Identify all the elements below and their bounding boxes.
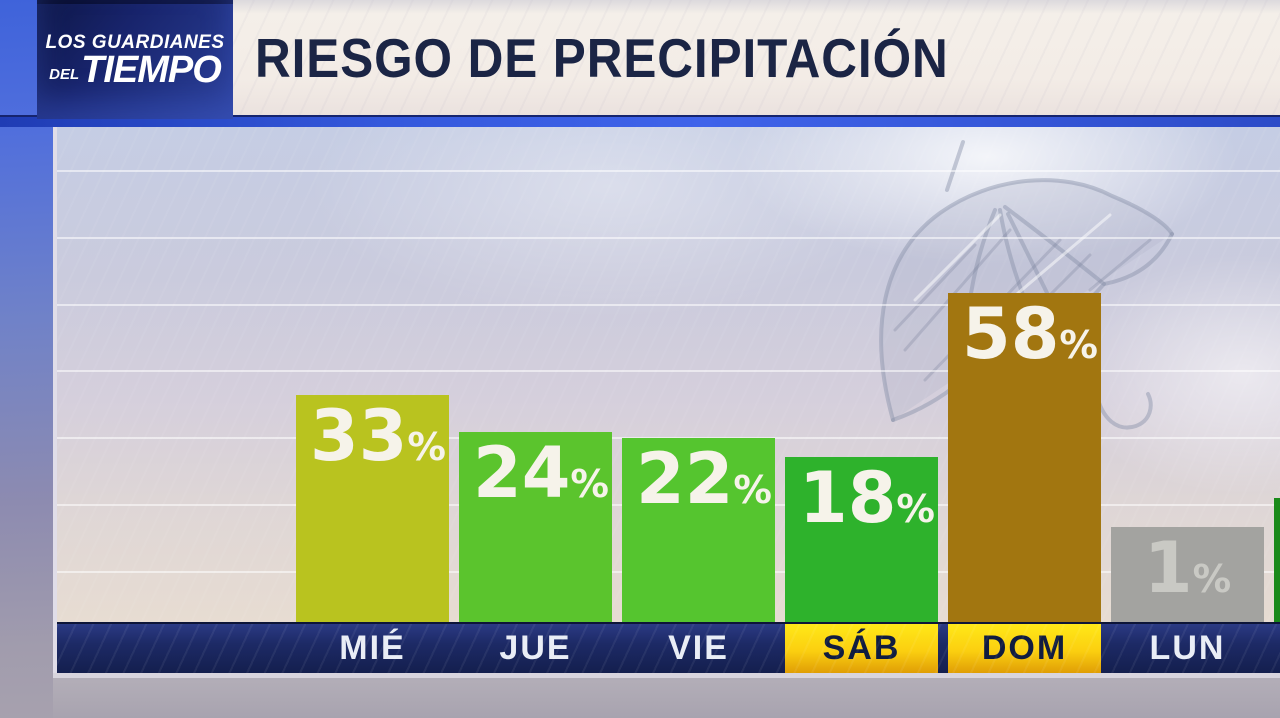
- bar-lun: 1%: [1111, 527, 1264, 622]
- day-axis-strip: MIÉ JUE VIE SÁB DOM LUN: [57, 622, 1280, 673]
- logo: LOS GUARDIANES DEL TIEMPO: [37, 0, 233, 119]
- bar-partial-next-day: [1274, 498, 1280, 622]
- panel-bottom-border: [53, 673, 1280, 678]
- bar-vie: 22%: [622, 438, 775, 622]
- bar-value-vie: 22%: [636, 438, 772, 520]
- day-label-sab: SÁB: [785, 624, 938, 673]
- bar-dom: 58%: [948, 293, 1101, 622]
- header-accent-strip: [0, 115, 1280, 127]
- bar-value-dom: 58%: [962, 293, 1098, 375]
- panel-footer: [53, 678, 1280, 718]
- title-band: RIESGO DE PRECIPITACIÓN: [233, 0, 1280, 115]
- day-label-mie: MIÉ: [339, 629, 406, 667]
- day-label-dom: DOM: [948, 624, 1101, 673]
- bar-value-sab: 18%: [799, 457, 935, 539]
- day-label-jue: JUE: [499, 629, 572, 667]
- gridline: [57, 237, 1280, 239]
- logo-del: DEL: [49, 66, 80, 84]
- bar-value-jue: 24%: [473, 432, 609, 514]
- page-title: RIESGO DE PRECIPITACIÓN: [255, 26, 949, 89]
- logo-tiempo: TIEMPO: [81, 48, 222, 91]
- bar-value-mie: 33%: [310, 395, 446, 477]
- logo-line2: DEL TIEMPO: [49, 48, 222, 91]
- logo-line1: LOS GUARDIANES: [45, 31, 225, 53]
- plot-area: 33% 24% 22% 18% 58% 1%: [57, 127, 1280, 622]
- bar-sab: 18%: [785, 457, 938, 622]
- day-label-vie: VIE: [668, 629, 729, 667]
- bar-value-lun: 1%: [1143, 527, 1232, 609]
- gridline: [57, 304, 1280, 306]
- day-label-lun: LUN: [1149, 629, 1226, 667]
- panel-left-border: [53, 127, 57, 677]
- gridline: [57, 370, 1280, 372]
- title-band-texture: [233, 0, 1280, 115]
- gridline: [57, 170, 1280, 172]
- bar-jue: 24%: [459, 432, 612, 622]
- bar-mie: 33%: [296, 395, 449, 622]
